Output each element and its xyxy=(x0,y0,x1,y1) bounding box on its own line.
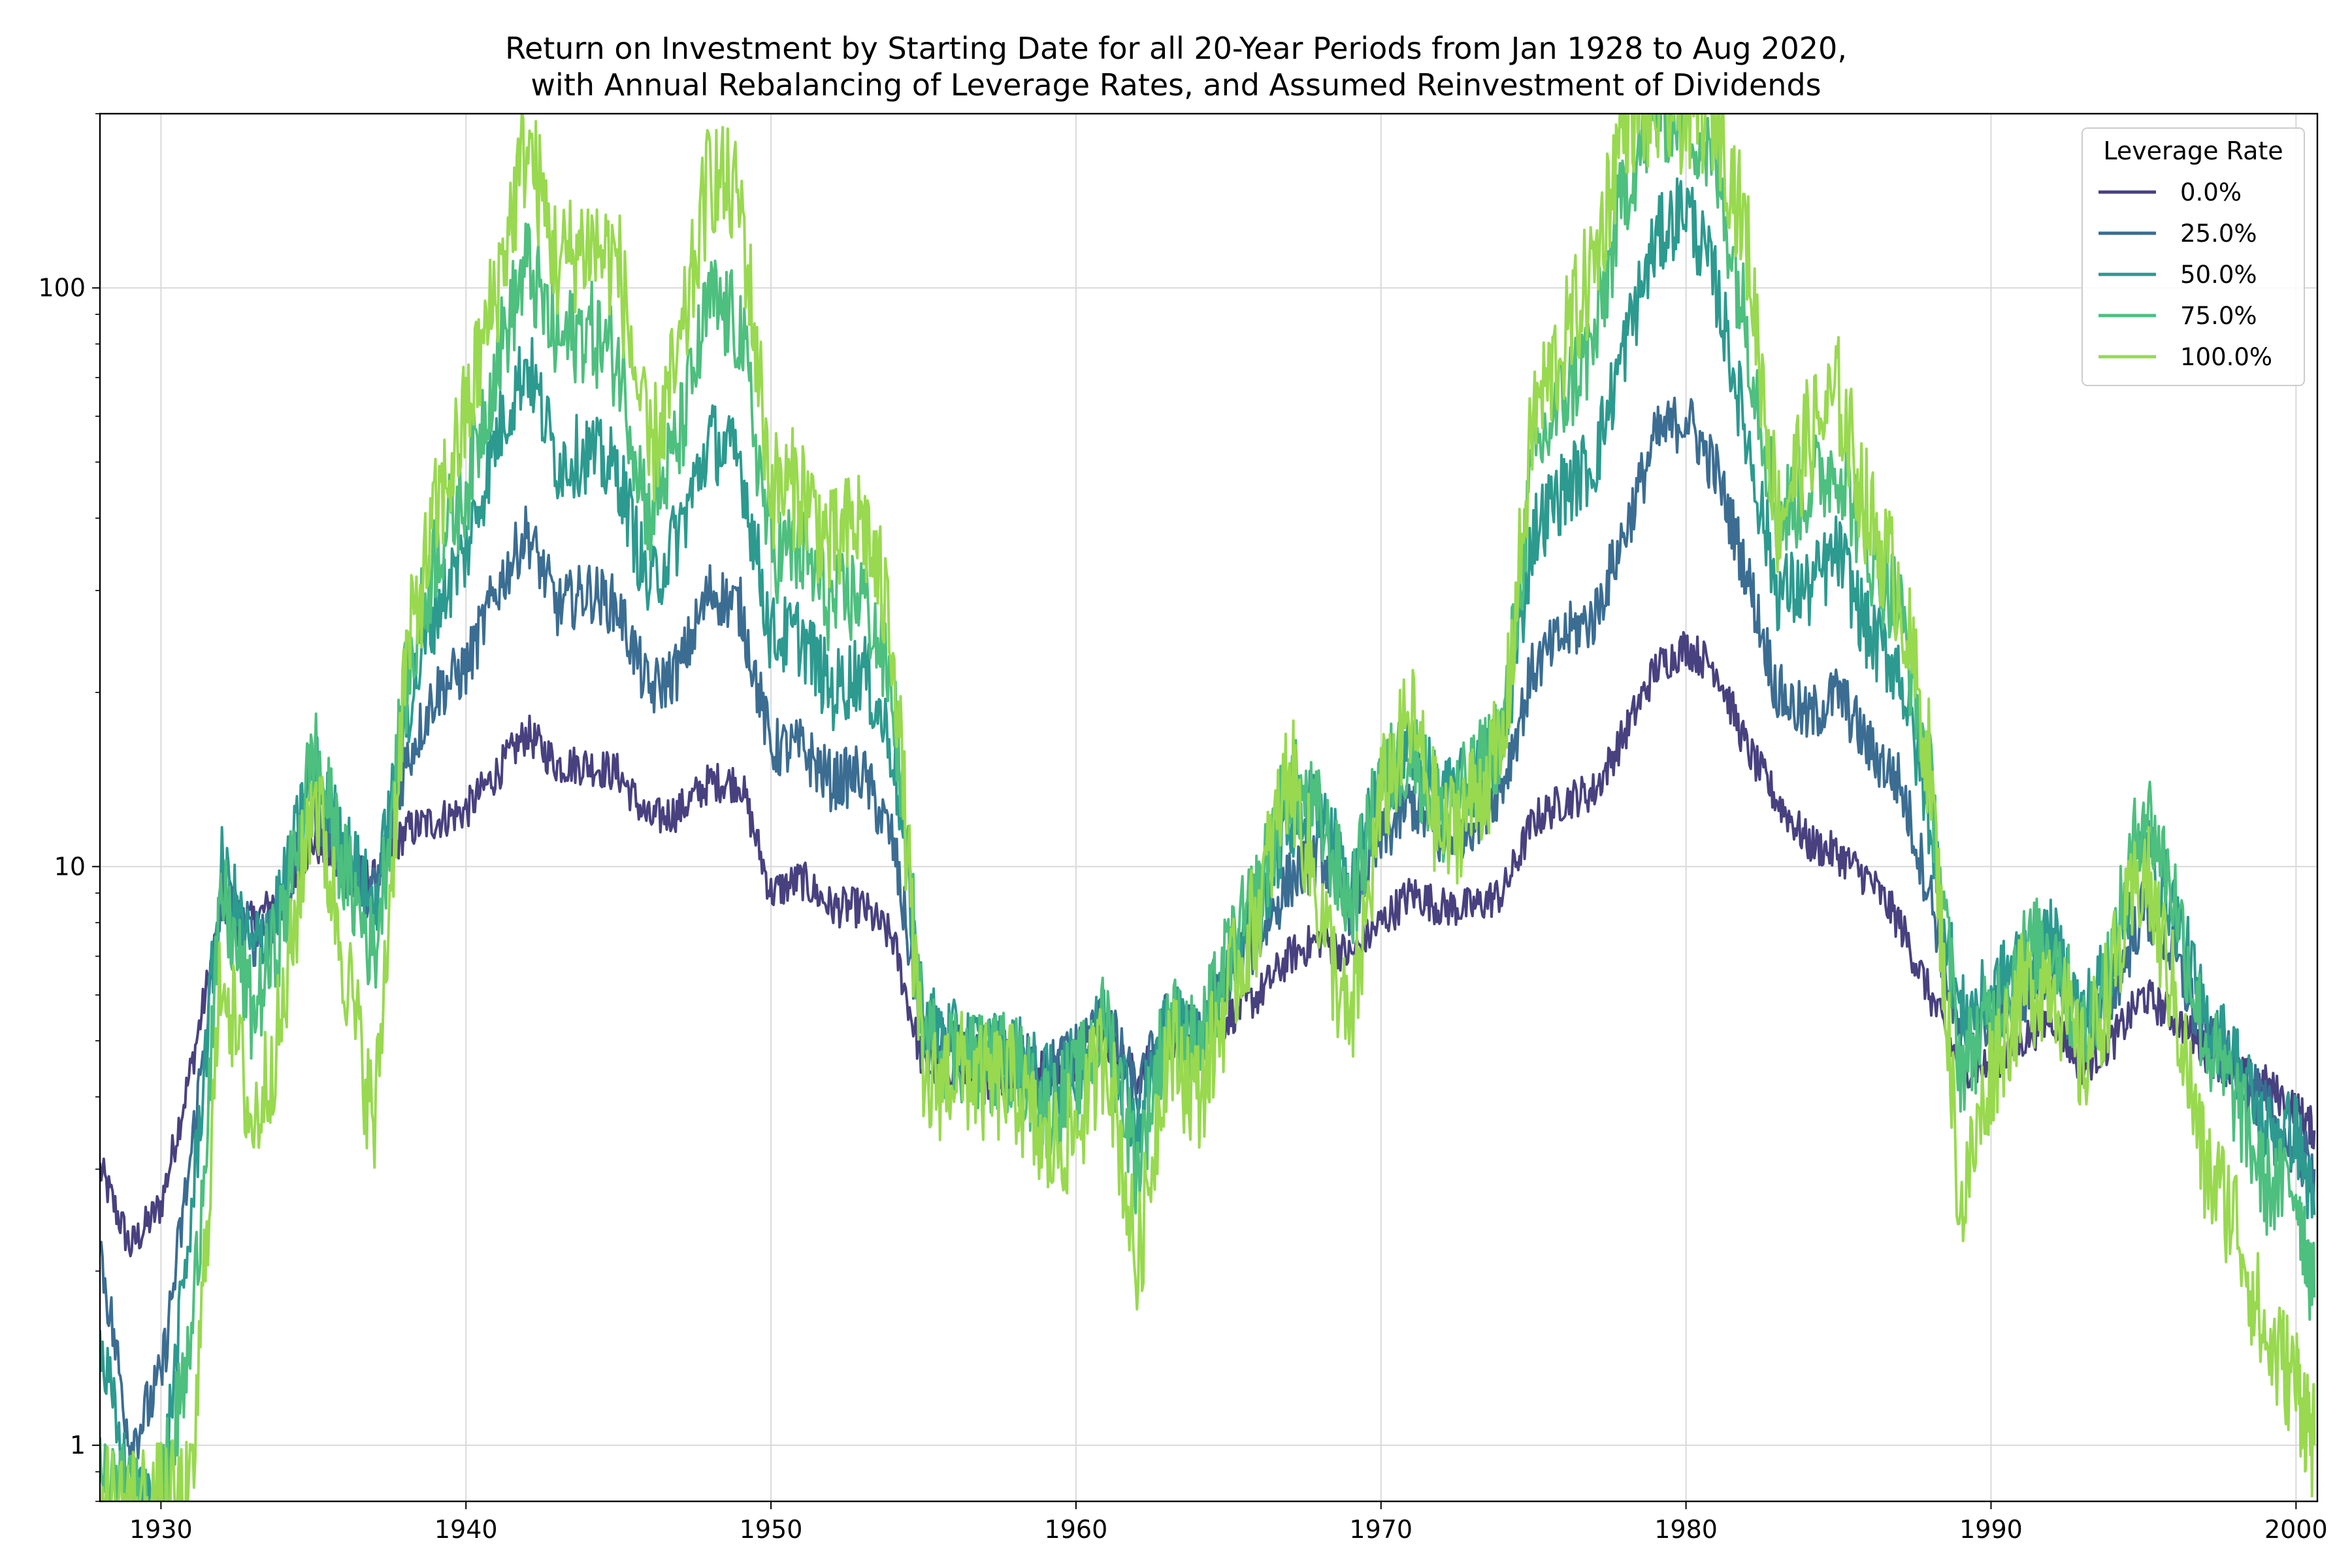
x-tick-label: 1950 xyxy=(740,1515,803,1544)
legend-label: 100.0% xyxy=(2180,343,2272,371)
x-tick-label: 1960 xyxy=(1045,1515,1108,1544)
x-tick-label: 1930 xyxy=(129,1515,193,1544)
series-line-1000-percent xyxy=(101,114,2316,1501)
chart-title-line-1: Return on Investment by Starting Date fo… xyxy=(505,31,1847,66)
x-tick-label: 1990 xyxy=(1959,1515,2023,1544)
x-axis-ticks: 1930 1940 1950 1960 1970 1980 1990 2000 xyxy=(129,1501,2328,1544)
y-axis-ticks: 1 10 100 xyxy=(38,274,100,1460)
x-tick-label: 1970 xyxy=(1349,1515,1413,1544)
legend-label: 0.0% xyxy=(2180,178,2242,206)
legend-label: 25.0% xyxy=(2180,220,2257,248)
y-tick-label: 100 xyxy=(38,274,86,302)
x-tick-label: 1940 xyxy=(434,1515,498,1544)
minor-y-ticks xyxy=(95,113,100,1502)
x-tick-label: 2000 xyxy=(2264,1515,2328,1544)
plot-frame xyxy=(99,112,2319,1503)
y-tick-label: 10 xyxy=(54,852,86,881)
series-lines xyxy=(100,114,2316,1501)
x-tick-label: 1980 xyxy=(1654,1515,1718,1544)
legend: Leverage Rate 0.0% 25.0% 50.0% 75.0% 100.0% xyxy=(2082,127,2305,386)
legend-items: 0.0% 25.0% 50.0% 75.0% 100.0% xyxy=(2099,178,2272,371)
legend-label: 75.0% xyxy=(2180,302,2257,330)
chart-title-line-2: with Annual Rebalancing of Leverage Rate… xyxy=(531,67,1821,103)
legend-label: 50.0% xyxy=(2180,261,2257,289)
y-tick-label: 1 xyxy=(70,1431,86,1460)
legend-title: Leverage Rate xyxy=(2103,137,2283,165)
